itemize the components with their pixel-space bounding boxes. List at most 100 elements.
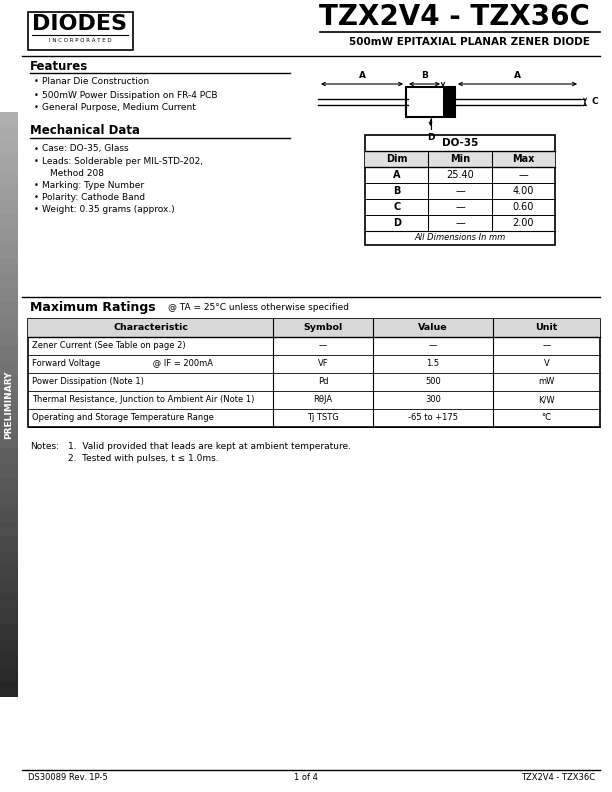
Bar xyxy=(0,287,18,302)
Bar xyxy=(0,609,18,624)
Text: TZX2V4 - TZX36C: TZX2V4 - TZX36C xyxy=(319,3,590,31)
Bar xyxy=(0,638,18,653)
Text: D: D xyxy=(393,218,401,228)
Text: —: — xyxy=(455,186,465,196)
Text: 300: 300 xyxy=(425,395,441,405)
Bar xyxy=(0,447,18,463)
Text: Mechanical Data: Mechanical Data xyxy=(30,124,140,138)
Text: 25.40: 25.40 xyxy=(446,170,474,180)
Text: DS30089 Rev. 1P-5: DS30089 Rev. 1P-5 xyxy=(28,774,108,782)
Text: Max: Max xyxy=(512,154,534,164)
Text: Thermal Resistance, Junction to Ambient Air (Note 1): Thermal Resistance, Junction to Ambient … xyxy=(32,395,255,405)
Text: Weight: 0.35 grams (approx.): Weight: 0.35 grams (approx.) xyxy=(42,204,175,214)
Bar xyxy=(0,331,18,346)
Text: •: • xyxy=(34,144,39,154)
Text: Features: Features xyxy=(30,59,88,73)
Text: A: A xyxy=(514,71,521,80)
Text: Marking: Type Number: Marking: Type Number xyxy=(42,181,144,189)
Text: B: B xyxy=(421,71,428,80)
Text: General Purpose, Medium Current: General Purpose, Medium Current xyxy=(42,104,196,112)
Bar xyxy=(0,477,18,493)
Bar xyxy=(28,12,133,50)
Text: 2.  Tested with pulses, t ≤ 1.0ms.: 2. Tested with pulses, t ≤ 1.0ms. xyxy=(68,454,218,463)
Text: Operating and Storage Temperature Range: Operating and Storage Temperature Range xyxy=(32,413,214,422)
Text: All Dimensions In mm: All Dimensions In mm xyxy=(414,234,506,242)
Text: •: • xyxy=(34,90,39,100)
Text: Tj TSTG: Tj TSTG xyxy=(307,413,339,422)
Bar xyxy=(0,214,18,229)
Text: 1.  Valid provided that leads are kept at ambient temperature.: 1. Valid provided that leads are kept at… xyxy=(68,442,351,451)
Text: A: A xyxy=(359,71,365,80)
Bar xyxy=(0,170,18,185)
Text: —: — xyxy=(455,218,465,228)
Bar xyxy=(0,360,18,375)
Text: A: A xyxy=(393,170,400,180)
Bar xyxy=(0,623,18,638)
Text: I N C O R P O R A T E D: I N C O R P O R A T E D xyxy=(49,39,111,44)
Bar xyxy=(0,112,18,127)
Bar xyxy=(0,667,18,683)
Bar xyxy=(0,682,18,697)
Text: Pd: Pd xyxy=(318,378,328,386)
Text: PRELIMINARY: PRELIMINARY xyxy=(4,370,13,439)
Bar xyxy=(0,375,18,390)
Text: Leads: Solderable per MIL-STD-202,: Leads: Solderable per MIL-STD-202, xyxy=(42,157,203,166)
Bar xyxy=(406,87,455,117)
Text: Forward Voltage                    @ IF = 200mA: Forward Voltage @ IF = 200mA xyxy=(32,360,213,368)
Text: —: — xyxy=(455,202,465,212)
Text: —: — xyxy=(518,170,528,180)
Text: •: • xyxy=(34,157,39,166)
Text: Polarity: Cathode Band: Polarity: Cathode Band xyxy=(42,192,145,201)
Bar xyxy=(0,185,18,200)
Text: Zener Current (See Table on page 2): Zener Current (See Table on page 2) xyxy=(32,341,185,351)
Text: •: • xyxy=(34,192,39,201)
Bar xyxy=(443,87,455,117)
Bar xyxy=(28,319,600,337)
Text: Dim: Dim xyxy=(386,154,408,164)
Text: Method 208: Method 208 xyxy=(50,169,104,177)
Bar xyxy=(0,155,18,170)
Bar xyxy=(0,257,18,273)
Text: C: C xyxy=(393,202,400,212)
Text: 1.5: 1.5 xyxy=(427,360,439,368)
Text: •: • xyxy=(34,204,39,214)
Text: Characteristic: Characteristic xyxy=(113,323,188,333)
Text: Symbol: Symbol xyxy=(304,323,343,333)
Text: 500mW Power Dissipation on FR-4 PCB: 500mW Power Dissipation on FR-4 PCB xyxy=(42,90,217,100)
Text: 1 of 4: 1 of 4 xyxy=(294,774,318,782)
Text: VF: VF xyxy=(318,360,328,368)
Text: D: D xyxy=(427,133,435,142)
Bar xyxy=(365,135,555,245)
Text: V: V xyxy=(543,360,550,368)
Text: •: • xyxy=(34,78,39,86)
Bar xyxy=(0,229,18,244)
Bar xyxy=(0,594,18,609)
Text: 0.60: 0.60 xyxy=(513,202,534,212)
Bar xyxy=(0,492,18,507)
Text: Min: Min xyxy=(450,154,470,164)
Text: •: • xyxy=(34,181,39,189)
Text: —: — xyxy=(319,341,327,351)
Bar xyxy=(0,390,18,405)
Text: °C: °C xyxy=(542,413,551,422)
Bar xyxy=(0,126,18,141)
Text: —: — xyxy=(429,341,437,351)
Bar xyxy=(0,653,18,668)
Bar xyxy=(0,419,18,434)
Bar xyxy=(0,345,18,360)
Bar xyxy=(0,200,18,215)
Text: •: • xyxy=(34,104,39,112)
Text: 500: 500 xyxy=(425,378,441,386)
Bar xyxy=(28,319,600,427)
Bar xyxy=(0,433,18,448)
Text: 2.00: 2.00 xyxy=(513,218,534,228)
Text: —: — xyxy=(542,341,551,351)
Bar xyxy=(0,565,18,580)
Bar xyxy=(0,272,18,287)
Text: C: C xyxy=(591,97,598,106)
Text: @ TA = 25°C unless otherwise specified: @ TA = 25°C unless otherwise specified xyxy=(168,303,349,311)
Bar xyxy=(0,243,18,258)
Text: Value: Value xyxy=(418,323,448,333)
Text: K/W: K/W xyxy=(538,395,555,405)
Bar xyxy=(0,535,18,550)
